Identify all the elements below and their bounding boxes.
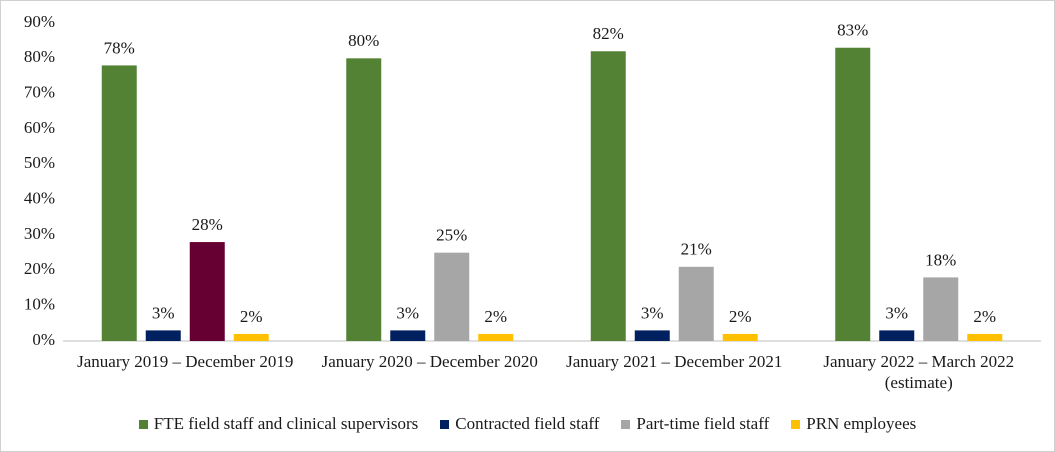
bar bbox=[678, 266, 714, 341]
bar bbox=[478, 333, 514, 341]
x-tick-label: January 2021 – December 2021 bbox=[566, 352, 783, 371]
data-label: 18% bbox=[925, 250, 956, 269]
bar bbox=[590, 51, 626, 342]
y-tick-label: 90% bbox=[24, 12, 55, 31]
data-label: 3% bbox=[396, 303, 419, 322]
data-label: 2% bbox=[484, 307, 507, 326]
data-label: 2% bbox=[973, 307, 996, 326]
bar bbox=[835, 47, 871, 341]
bar bbox=[923, 277, 959, 341]
y-tick-label: 0% bbox=[32, 330, 55, 349]
legend-swatch bbox=[791, 419, 801, 429]
bar bbox=[967, 333, 1003, 341]
y-tick-label: 20% bbox=[24, 259, 55, 278]
x-tick-label: January 2020 – December 2020 bbox=[321, 352, 538, 371]
data-label: 78% bbox=[104, 38, 135, 57]
data-label: 28% bbox=[192, 215, 223, 234]
legend-label: Contracted field staff bbox=[455, 414, 600, 433]
bar bbox=[346, 58, 382, 341]
legend-item: Part-time field staff bbox=[621, 414, 769, 434]
y-tick-label: 30% bbox=[24, 224, 55, 243]
chart: 0% 10% 20% 30% 40% 50% 60% 70% 80% 90% 78% 3% 28% 2% 8… bbox=[24, 12, 1041, 349]
y-tick-label: 10% bbox=[24, 295, 55, 314]
data-label: 82% bbox=[593, 24, 624, 43]
bar bbox=[189, 242, 225, 341]
x-tick-label: January 2019 – December 2019 bbox=[77, 352, 294, 371]
y-tick-label: 40% bbox=[24, 189, 55, 208]
bar bbox=[390, 330, 426, 341]
legend-item: Contracted field staff bbox=[440, 414, 599, 434]
legend-item: FTE field staff and clinical supervisors bbox=[138, 414, 419, 434]
y-tick-label: 50% bbox=[24, 153, 55, 172]
x-tick-label: January 2022 – March 2022 (estimate) bbox=[823, 352, 1015, 392]
legend-label: FTE field staff and clinical supervisors bbox=[153, 414, 419, 433]
data-label: 3% bbox=[885, 303, 908, 322]
bar bbox=[101, 65, 137, 342]
legend-swatch bbox=[138, 419, 148, 429]
legend-item: PRN employees bbox=[791, 414, 916, 434]
bar bbox=[233, 333, 269, 341]
bar bbox=[722, 333, 758, 341]
bar bbox=[634, 330, 670, 341]
legend-swatch bbox=[440, 419, 450, 429]
data-label: 3% bbox=[152, 303, 175, 322]
data-label: 83% bbox=[837, 21, 868, 40]
bar bbox=[879, 330, 915, 341]
data-label: 2% bbox=[729, 307, 752, 326]
legend-swatch bbox=[621, 419, 631, 429]
data-label: 25% bbox=[436, 226, 467, 245]
y-tick-label: 70% bbox=[24, 83, 55, 102]
data-label: 3% bbox=[641, 303, 664, 322]
data-label: 21% bbox=[681, 240, 712, 259]
data-label: 2% bbox=[240, 307, 263, 326]
legend-label: PRN employees bbox=[806, 414, 917, 433]
bar bbox=[434, 252, 470, 341]
data-label: 80% bbox=[348, 31, 379, 50]
bar bbox=[145, 330, 181, 341]
legend-label: Part-time field staff bbox=[636, 414, 770, 433]
y-tick-label: 80% bbox=[24, 47, 55, 66]
y-tick-label: 60% bbox=[24, 118, 55, 137]
legend: FTE field staff and clinical supervisors… bbox=[1, 414, 1054, 434]
